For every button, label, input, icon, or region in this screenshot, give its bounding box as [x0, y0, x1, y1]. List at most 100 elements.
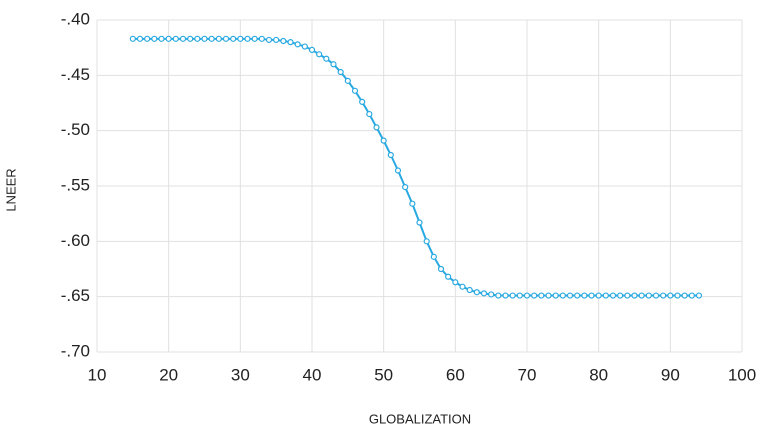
marker — [437, 265, 445, 273]
marker — [230, 35, 237, 42]
y-tick-label: -.45 — [61, 65, 90, 84]
marker — [273, 36, 280, 44]
marker — [445, 273, 452, 280]
marker — [423, 238, 430, 245]
marker — [545, 292, 552, 299]
marker — [337, 68, 344, 76]
x-tick-label: 70 — [518, 365, 537, 384]
marker — [559, 292, 566, 299]
line — [132, 37, 699, 297]
marker — [194, 35, 201, 42]
marker — [588, 292, 595, 299]
marker — [531, 292, 538, 299]
marker — [581, 292, 588, 299]
marker — [380, 137, 387, 144]
marker — [402, 184, 409, 191]
marker — [638, 292, 645, 299]
marker — [265, 36, 273, 44]
marker — [695, 292, 703, 299]
marker — [488, 291, 495, 298]
marker — [473, 289, 480, 296]
x-tick-label: 40 — [303, 365, 322, 384]
marker — [144, 35, 151, 42]
marker — [459, 283, 466, 290]
marker — [617, 292, 624, 299]
marker — [151, 35, 158, 42]
x-tick-label: 60 — [446, 365, 465, 384]
marker — [516, 292, 523, 299]
marker — [688, 292, 695, 299]
marker — [359, 98, 366, 105]
x-tick-label: 80 — [589, 365, 608, 384]
marker — [602, 292, 609, 299]
marker — [301, 43, 308, 50]
marker — [631, 292, 638, 299]
marker — [373, 124, 380, 131]
marker — [452, 279, 459, 286]
marker — [129, 35, 136, 42]
marker — [187, 35, 194, 42]
marker — [609, 292, 617, 299]
marker — [330, 61, 337, 68]
marker — [416, 219, 423, 226]
marker — [251, 35, 258, 42]
x-tick-label: 90 — [661, 365, 680, 384]
marker — [394, 167, 402, 174]
y-tick-label: -.40 — [61, 9, 90, 28]
y-tick-label: -.70 — [61, 341, 90, 360]
marker — [509, 292, 516, 299]
x-tick-label: 20 — [159, 365, 178, 384]
x-tick-label: 30 — [231, 365, 250, 384]
marker — [366, 110, 373, 118]
marker — [652, 292, 660, 299]
marker — [552, 292, 559, 299]
marker — [258, 35, 265, 42]
x-tick-label: 100 — [728, 365, 756, 384]
x-tick-label: 10 — [88, 365, 107, 384]
marker — [430, 253, 437, 260]
y-axis-title: LNEER — [3, 168, 18, 211]
marker — [172, 35, 179, 42]
marker — [595, 292, 602, 299]
marker — [667, 292, 674, 299]
marker — [179, 35, 187, 42]
marker — [502, 292, 509, 299]
marker — [201, 35, 208, 42]
y-tick-label: -.65 — [61, 286, 90, 305]
y-tick-label: -.60 — [61, 231, 90, 250]
marker — [208, 35, 215, 42]
marker — [215, 35, 222, 42]
marker — [165, 35, 172, 42]
marker — [387, 151, 394, 159]
marker — [237, 35, 244, 42]
marker — [294, 41, 301, 48]
marker — [409, 200, 416, 207]
marker — [351, 87, 359, 94]
marker — [308, 46, 316, 53]
x-axis-title: GLOBALIZATION — [369, 411, 471, 426]
marker — [566, 292, 574, 299]
y-tick-label: -.55 — [61, 175, 90, 194]
marker — [674, 292, 681, 299]
marker — [136, 35, 144, 42]
marker — [344, 77, 351, 84]
marker — [660, 292, 667, 299]
marker — [480, 290, 488, 297]
x-tick-label: 50 — [374, 365, 393, 384]
marker — [645, 292, 652, 299]
marker — [222, 35, 230, 42]
marker — [681, 292, 688, 299]
marker — [287, 39, 294, 46]
marker — [280, 37, 287, 45]
marker — [158, 35, 165, 42]
marker — [323, 55, 330, 62]
marker — [538, 292, 545, 299]
marker — [574, 292, 581, 299]
marker — [316, 51, 323, 58]
marker — [523, 292, 531, 299]
y-tick-label: -.50 — [61, 120, 90, 139]
marker — [495, 292, 502, 299]
marker — [466, 286, 473, 294]
